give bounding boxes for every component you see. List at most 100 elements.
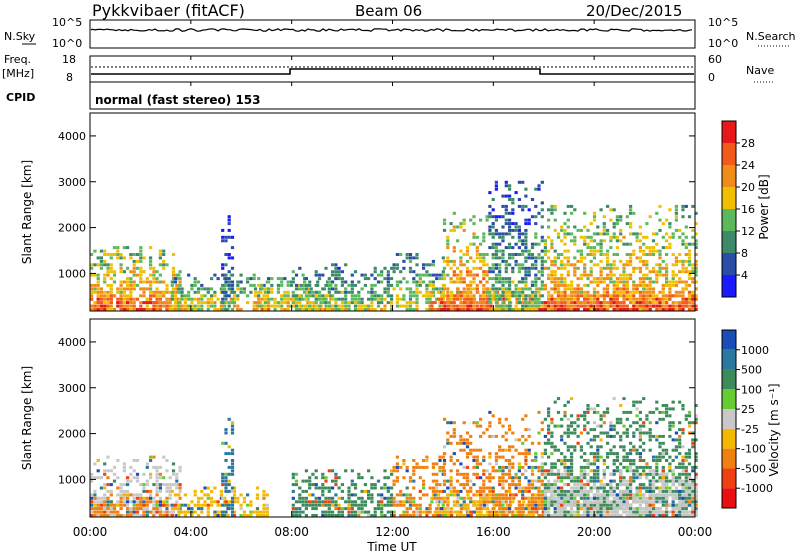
heatmap-cell [183,304,187,308]
heatmap-cell [684,301,688,305]
heatmap-cell [405,301,409,305]
heatmap-cell [501,486,505,490]
heatmap-cell [504,218,508,222]
heatmap-cell [219,493,223,497]
heatmap-cell [508,448,512,452]
heatmap-cell [488,301,492,305]
heatmap-cell [563,235,567,239]
heatmap-cell [223,514,227,517]
heatmap-cell [99,476,103,480]
heatmap-cell [589,428,593,432]
heatmap-cell [488,270,492,274]
heatmap-cell [230,486,235,490]
heatmap-cell [142,486,146,490]
heatmap-cell [625,500,629,504]
heatmap-cell [579,472,583,476]
heatmap-cell [376,297,381,301]
station-title: Pykkvibaer (fitACF) [92,1,245,20]
heatmap-cell [612,263,616,267]
heatmap-cell [357,297,361,301]
heatmap-cell [694,465,698,469]
heatmap-cell [337,496,341,500]
heatmap-cell [619,476,623,480]
heatmap-cell [152,455,156,459]
heatmap-cell [96,287,100,291]
heatmap-cell [566,445,570,449]
heatmap-cell [671,277,675,281]
heatmap-cell [524,507,528,511]
heatmap-cell [586,465,590,469]
heatmap-cell [456,441,460,445]
heatmap-cell [619,304,623,308]
heatmap-cell [521,489,525,493]
heatmap-cell [622,445,626,449]
heatmap-cell [327,304,331,308]
heatmap-cell [175,287,179,291]
heatmap-cell [304,489,308,493]
heatmap-cell [612,472,616,476]
heatmap-cell [291,294,295,298]
heatmap-cell [479,496,483,500]
heatmap-cell [132,308,136,311]
heatmap-cell [308,308,312,311]
heatmap-cell [196,496,201,500]
heatmap-cell [665,297,669,301]
heatmap-cell [227,283,231,287]
heatmap-cell [691,301,695,305]
heatmap-cell [622,476,626,480]
heatmap-cell [566,259,570,263]
heatmap-cell [418,280,422,284]
heatmap-cell [466,514,470,517]
heatmap-cell [612,208,616,212]
heatmap-cell [230,273,235,277]
heatmap-cell [563,414,567,418]
heatmap-cell [265,503,269,507]
heatmap-cell [472,304,476,308]
heatmap-cell [570,397,574,401]
heatmap-cell [678,301,682,305]
heatmap-cell [402,459,406,462]
heatmap-cell [357,290,361,294]
heatmap-cell [402,514,406,517]
heatmap-cell [498,445,502,449]
heatmap-cell [367,489,371,493]
heatmap-cell [103,496,107,500]
heatmap-cell [405,287,409,291]
heatmap-cell [177,301,181,305]
heatmap-cell [622,431,626,435]
heatmap-cell [408,493,413,497]
heatmap-cell [609,270,613,274]
heatmap-cell [586,462,590,466]
heatmap-cell [465,455,470,459]
heatmap-cell [524,194,528,198]
heatmap-cell [459,290,463,294]
heatmap-cell [116,493,120,497]
heatmap-cell [511,465,515,469]
heatmap-cell [583,493,587,497]
heatmap-cell [494,294,498,298]
heatmap-cell [508,503,512,507]
heatmap-cell [494,434,498,438]
heatmap-cell [456,273,460,277]
heatmap-cell [485,263,489,267]
heatmap-cell [648,448,652,452]
heatmap-cell [619,483,623,487]
heatmap-cell [301,287,305,291]
heatmap-cell [442,266,447,270]
heatmap-cell [527,452,531,456]
heatmap-cell [152,266,156,270]
heatmap-cell [556,496,561,500]
heatmap-cell [566,301,570,305]
heatmap-cell [449,434,453,438]
heatmap-cell [408,290,413,294]
heatmap-cell [648,308,652,311]
heatmap-cell [592,218,597,222]
heatmap-cell [216,297,220,301]
heatmap-cell [129,270,133,274]
heatmap-cell [227,472,231,476]
heatmap-cell [331,304,335,308]
heatmap-cell [96,514,100,517]
heatmap-cell [553,259,557,263]
heatmap-cell [534,235,538,239]
heatmap-cell [149,290,153,294]
